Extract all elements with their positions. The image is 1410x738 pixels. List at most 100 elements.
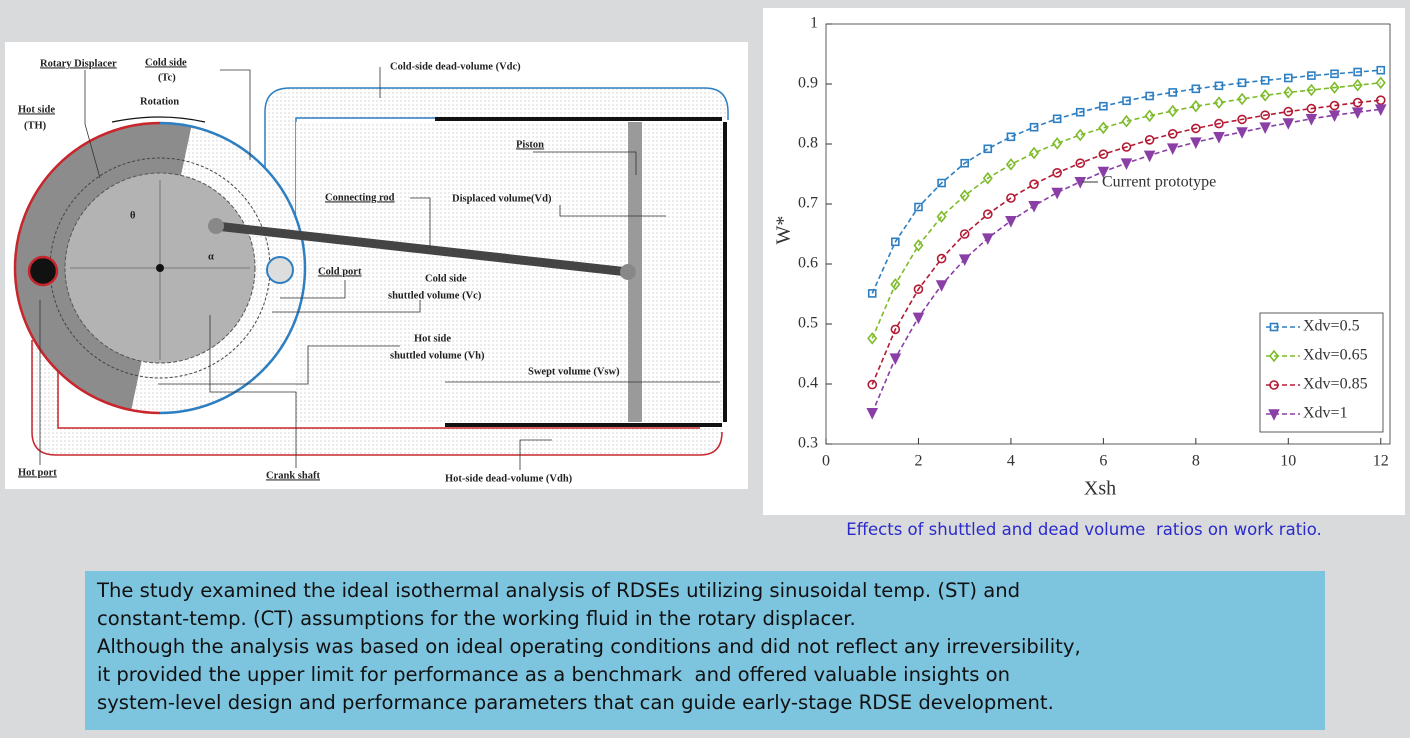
crank-center (156, 264, 164, 272)
data-point (914, 202, 923, 212)
legend-label: Xdv=1 (1303, 405, 1348, 422)
connecting-rod (215, 221, 629, 277)
data-point (1144, 135, 1155, 145)
data-point (937, 178, 946, 188)
cold-port (266, 256, 294, 284)
data-point (1121, 114, 1132, 128)
data-point (1144, 109, 1155, 123)
diagram-labels: Rotary Displacer Cold side (Tc) Rotation… (18, 57, 620, 484)
annotation: Current prototype (1102, 174, 1216, 191)
rod-joint (620, 264, 636, 280)
data-point (982, 171, 993, 185)
label: Connecting rod (325, 192, 395, 203)
label: shuttled volume (Vh) (390, 350, 485, 361)
data-point (1282, 118, 1295, 130)
data-point (1167, 129, 1178, 139)
data-point (1098, 121, 1109, 135)
label: shuttled volume (Vc) (388, 290, 482, 301)
data-point (1213, 132, 1225, 144)
y-tick-label: 0.7 (798, 195, 818, 212)
label: Piston (516, 139, 544, 150)
leader-lines (39, 67, 720, 470)
data-point (1121, 142, 1132, 152)
data-point (913, 284, 924, 295)
data-point (1375, 76, 1386, 90)
hot-dead-volume (32, 330, 722, 455)
data-point (983, 209, 993, 219)
label: (TH) (24, 120, 47, 131)
summary-line: it provided the upper limit for performa… (97, 663, 1011, 686)
data-point (1075, 128, 1086, 142)
data-point (1351, 107, 1364, 119)
label: Rotary Displacer (40, 58, 117, 69)
data-point (891, 237, 900, 247)
caption: Effects of shuttled and dead volume rati… (846, 520, 1322, 539)
data-point (1329, 81, 1340, 94)
data-point (1237, 114, 1247, 125)
data-point (960, 158, 969, 168)
data-point (1191, 84, 1201, 94)
chart-panel (763, 8, 1405, 515)
y-tick-label: 0.5 (798, 315, 818, 332)
data-point (1029, 146, 1040, 160)
legend-label: Xdv=0.65 (1303, 347, 1368, 364)
data-point (1306, 83, 1317, 97)
data-point (1028, 201, 1040, 213)
data-point (936, 210, 947, 223)
label: Hot port (18, 467, 57, 478)
data-point (1352, 97, 1363, 108)
legend-marker (1268, 409, 1280, 421)
data-point (1214, 81, 1224, 91)
data-point (1283, 106, 1294, 117)
data-point (890, 324, 901, 335)
data-point (867, 332, 878, 345)
legend-box (1259, 312, 1384, 433)
data-point (867, 289, 877, 298)
y-tick-label: 0.4 (798, 375, 818, 392)
data-point (1260, 76, 1270, 85)
x-tick-label: 0 (822, 453, 830, 470)
label: Hot side (414, 333, 451, 344)
data-point (1145, 91, 1154, 101)
data-point (1283, 86, 1294, 99)
data-point (1260, 89, 1271, 102)
rod-joint (208, 218, 224, 234)
x-axis-label: Xsh (1084, 478, 1116, 500)
data-point (1236, 127, 1248, 139)
label: Cold port (318, 266, 362, 277)
cold-channel (264, 87, 729, 290)
data-point (889, 353, 902, 365)
label: α (208, 251, 214, 262)
label: Hot-side dead-volume (Vdh) (445, 473, 573, 484)
data-point (1283, 73, 1293, 83)
data-point (1330, 69, 1339, 79)
data-point (959, 189, 970, 202)
x-tick-label: 8 (1192, 453, 1200, 470)
label: Hot side (18, 104, 55, 115)
data-point (913, 239, 924, 252)
data-point (935, 280, 948, 292)
x-tick-label: 6 (1099, 453, 1107, 470)
data-point (1237, 92, 1248, 106)
series-line (871, 82, 1381, 339)
label: Cold side (425, 273, 467, 284)
data-point (1122, 96, 1131, 106)
data-point (1120, 158, 1133, 170)
label: Rotation (140, 96, 179, 107)
data-point (1237, 78, 1247, 88)
data-point (1143, 150, 1156, 163)
data-point (866, 407, 879, 420)
summary-line: system-level design and performance para… (97, 691, 1054, 714)
data-point (1376, 65, 1386, 75)
data-point (1051, 187, 1063, 200)
label: Cold side (145, 57, 187, 68)
x-tick-label: 12 (1373, 453, 1389, 470)
data-point (983, 144, 993, 154)
label: Cold-side dead-volume (Vdc) (390, 61, 521, 72)
data-point (982, 233, 994, 245)
data-point (959, 229, 970, 239)
summary-line: constant-temp. (CT) assumptions for the … (97, 607, 856, 630)
data-point (1005, 158, 1016, 171)
